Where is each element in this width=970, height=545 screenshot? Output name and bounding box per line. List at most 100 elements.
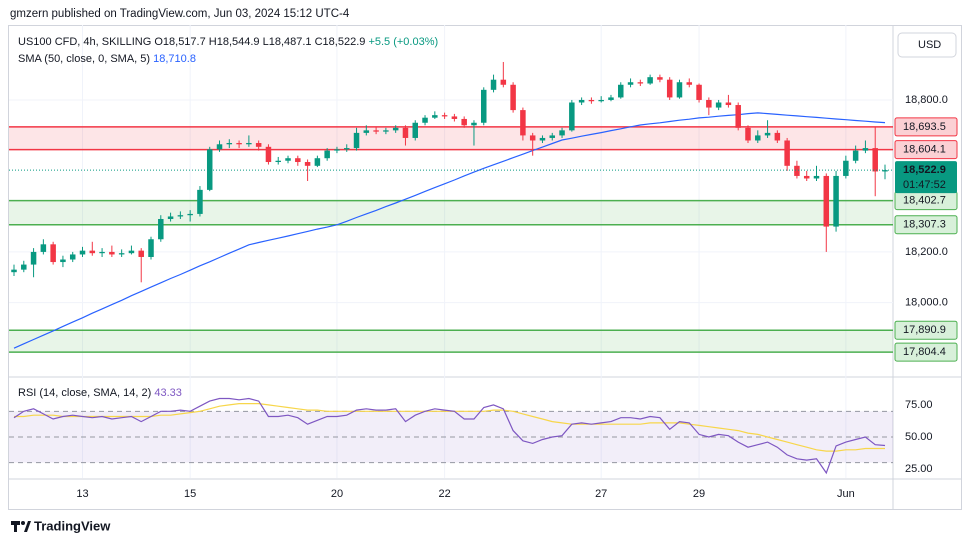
- candle-body: [872, 148, 878, 172]
- candle-body: [529, 135, 536, 141]
- candle-body: [255, 143, 262, 147]
- candle-body: [461, 118, 467, 126]
- candle-body: [823, 175, 830, 227]
- candle-body: [852, 150, 859, 161]
- candle-body: [578, 99, 585, 103]
- frame: [8, 25, 962, 510]
- candle-body: [666, 79, 673, 98]
- candle-body: [11, 269, 17, 273]
- candle-body: [451, 116, 458, 119]
- ohlc-value: L18,487.1: [263, 36, 312, 48]
- x-tick-label: Jun: [837, 488, 855, 500]
- sma-name: SMA (50, close, 0, SMA, 5): [18, 53, 150, 65]
- candle-body: [755, 135, 761, 141]
- candle-body: [99, 251, 105, 254]
- candle-body: [246, 143, 252, 145]
- price-label: 18,307.3: [903, 219, 946, 231]
- candle-body: [608, 97, 614, 100]
- sma-value: 18,710.8: [153, 53, 196, 65]
- candle-body: [402, 127, 409, 138]
- x-tick-label: 15: [184, 488, 196, 500]
- price-label: 17,804.4: [903, 346, 946, 358]
- ohlc-value: H18,544.9: [209, 36, 260, 48]
- candle-body: [784, 140, 790, 166]
- candle-body: [206, 149, 213, 190]
- ohlc-value: O18,517.7: [154, 36, 205, 48]
- candle-body: [764, 132, 771, 136]
- candle-body: [40, 244, 47, 252]
- candle-body: [481, 89, 487, 123]
- candle-body: [177, 215, 184, 217]
- candle-body: [30, 251, 37, 265]
- y-tick-label: 18,800.0: [905, 94, 948, 106]
- logo: [11, 521, 31, 532]
- candle-body: [618, 84, 624, 98]
- candle-body: [627, 82, 634, 85]
- candle-body: [275, 160, 281, 163]
- candle-body: [89, 250, 96, 254]
- candle-body: [569, 102, 575, 131]
- candle-body: [197, 189, 203, 214]
- candle-body: [745, 127, 751, 141]
- candle-body: [559, 130, 565, 136]
- x-tick-label: 27: [595, 488, 607, 500]
- candle-body: [657, 77, 663, 80]
- y-tick-label: 18,000.0: [905, 296, 948, 308]
- price-label: 17,890.9: [903, 324, 946, 336]
- candle-body: [314, 158, 321, 166]
- price-label: 18,693.5: [903, 121, 946, 133]
- price-label-box: [894, 342, 958, 362]
- candle-body: [598, 99, 604, 102]
- candle-body: [373, 130, 379, 132]
- candle-body: [128, 250, 135, 254]
- countdown: 01:47:52: [903, 179, 946, 191]
- candle-body: [353, 132, 360, 149]
- legend-row: US100 CFD, 4h, SKILLING O18,517.7 H18,54…: [18, 36, 438, 48]
- candle-body: [324, 150, 330, 159]
- candle-body: [265, 146, 272, 163]
- ohlc-value: +5.5 (+0.03%): [368, 36, 438, 48]
- price-label-box: [894, 320, 958, 340]
- rsi-line: [13, 397, 886, 475]
- candle-body: [647, 77, 653, 84]
- candle-body: [706, 99, 712, 108]
- byline: gmzern published on TradingView.com, Jun…: [10, 8, 350, 20]
- candle-body: [304, 162, 311, 166]
- candle-body: [803, 175, 810, 179]
- candle-body: [735, 105, 741, 128]
- candle-body: [490, 79, 497, 90]
- currency-button[interactable]: [897, 32, 957, 58]
- candle-body: [158, 218, 164, 240]
- candle-body: [412, 122, 418, 138]
- candle-body: [392, 127, 399, 131]
- last-price-label: 18,522.9: [903, 164, 946, 176]
- candle-body: [334, 149, 340, 151]
- x-tick-label: 29: [693, 488, 705, 500]
- candle-body: [21, 264, 27, 270]
- candle-body: [109, 251, 115, 255]
- legend-row: SMA (50, close, 0, SMA, 5) 18,710.8: [18, 53, 196, 65]
- candle-body: [794, 165, 800, 176]
- x-tick-label: 22: [438, 488, 450, 500]
- candle-body: [148, 239, 154, 257]
- candle-body: [520, 110, 526, 136]
- candle-body: [833, 175, 839, 227]
- legend-row: RSI (14, close, SMA, 14, 2) 43.33: [18, 387, 182, 399]
- currency[interactable]: USD: [918, 39, 941, 51]
- candle-body: [843, 160, 849, 176]
- candle-body: [441, 115, 448, 117]
- candle-body: [715, 102, 722, 108]
- rsi-tick-label: 75.00: [905, 399, 933, 411]
- candle-body: [882, 170, 888, 172]
- candle-body: [471, 122, 477, 126]
- candle-body: [118, 253, 125, 255]
- candle-body: [295, 158, 301, 163]
- candle-body: [226, 143, 233, 145]
- candle-body: [432, 115, 438, 118]
- price-label-box: [894, 117, 958, 137]
- candle-body: [69, 254, 76, 260]
- rsi-value: 43.33: [154, 387, 182, 399]
- price-label: 18,604.1: [903, 143, 946, 155]
- candle-body: [60, 259, 66, 263]
